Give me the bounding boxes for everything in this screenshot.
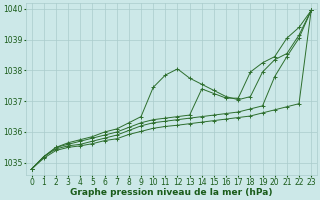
X-axis label: Graphe pression niveau de la mer (hPa): Graphe pression niveau de la mer (hPa) [70,188,273,197]
